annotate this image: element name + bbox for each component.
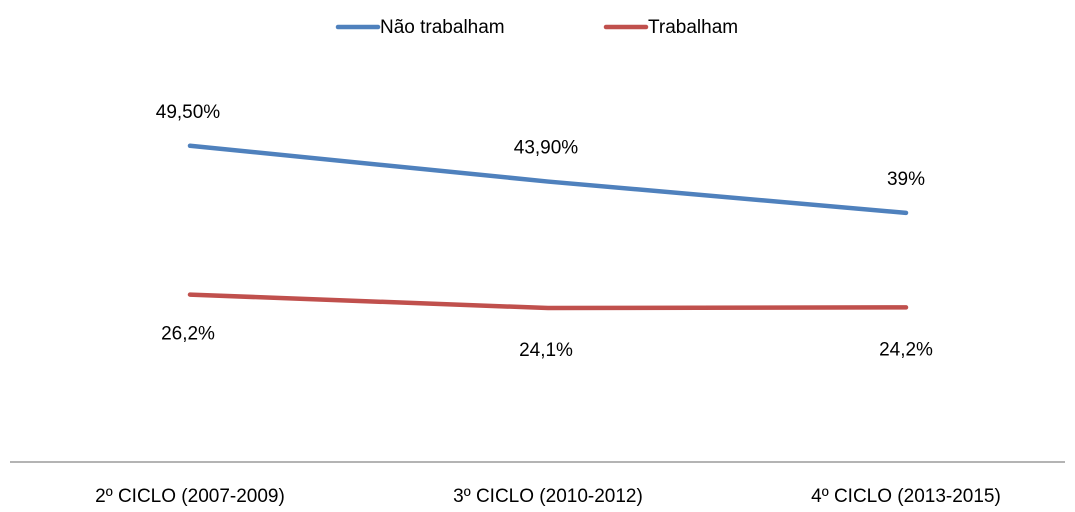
x-tick-label: 2º CICLO (2007-2009)	[95, 486, 285, 507]
series-line	[187, 143, 909, 216]
data-label: 39%	[887, 169, 925, 190]
data-label: 24,2%	[879, 339, 933, 360]
x-tick-label: 4º CICLO (2013-2015)	[811, 486, 1001, 507]
legend-label: Trabalham	[648, 17, 738, 38]
data-label: 26,2%	[161, 324, 215, 345]
legend-label: Não trabalham	[380, 17, 505, 38]
series-line	[187, 292, 909, 311]
x-tick-label: 3º CICLO (2010-2012)	[453, 486, 643, 507]
data-label: 24,1%	[519, 340, 573, 361]
data-label: 43,90%	[514, 138, 579, 159]
data-label: 49,50%	[156, 102, 221, 123]
